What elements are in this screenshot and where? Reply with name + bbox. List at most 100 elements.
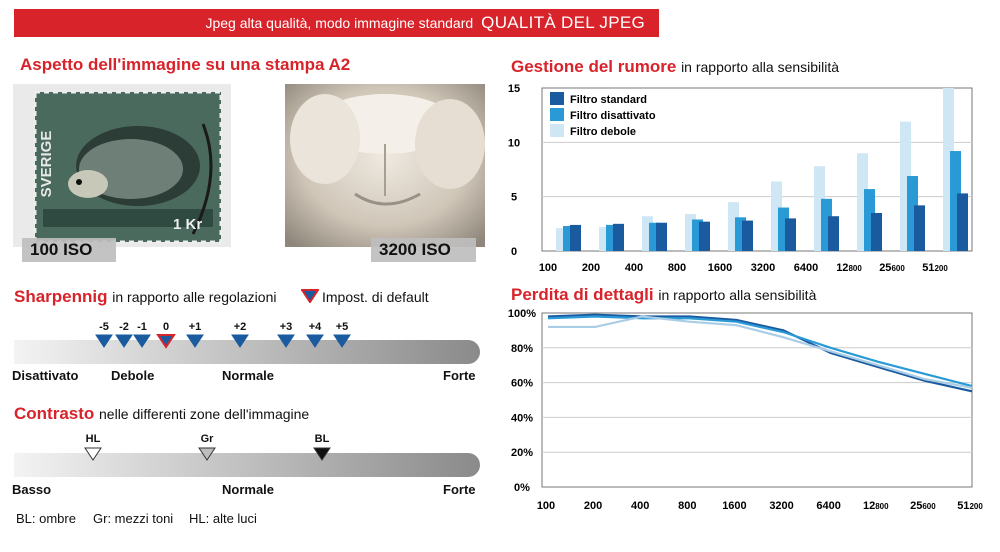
noise-legend-label: Filtro disattivato: [570, 110, 656, 122]
photo-3200-iso-label: 3200 ISO: [371, 238, 476, 262]
sharpening-title-main: Sharpennig: [14, 287, 108, 306]
contrast-title-main: Contrasto: [14, 404, 95, 423]
noise-bar: [814, 166, 825, 251]
noise-bar: [699, 221, 710, 251]
sharpening-title-rest: in rapporto alle regolazioni: [112, 289, 277, 305]
sharpening-marker-label: +4: [309, 321, 322, 333]
contrast-marker-label: HL: [86, 433, 101, 445]
sharpening-marker-triangle: [306, 334, 324, 348]
noise-bar: [785, 218, 796, 251]
stamp-country-text: SVERIGE: [38, 131, 55, 198]
detail-line-chart: 0% 20% 40% 60% 80% 100% 100 200 400 800 1600 3200 64…: [508, 308, 983, 512]
noise-bar: [957, 193, 968, 251]
detail-y-tick: 60%: [511, 378, 533, 390]
sharpening-marker-triangle: [186, 334, 204, 348]
noise-bar: [735, 217, 746, 251]
detail-series-line: [548, 315, 973, 389]
detail-series-line: [547, 313, 973, 393]
contrast-scale-right: Forte: [443, 482, 476, 497]
contrast-scale-mid: Normale: [222, 482, 275, 497]
noise-legend-label: Filtro standard: [570, 94, 647, 106]
sharpening-legend: Impost. di default: [322, 289, 429, 305]
contrast-legend-gr: Gr: mezzi toni: [93, 511, 174, 526]
sharpening-marker-label: -2: [119, 321, 129, 333]
banner-title: QUALITÀ DEL JPEG: [481, 13, 645, 32]
sharpening-marker-triangle: [156, 334, 176, 349]
sharpening-markers: -5 -2 -1 0 +1 +2 +3 +4 +5: [95, 321, 351, 349]
noise-bar: [914, 205, 925, 251]
detail-series-line: [547, 315, 973, 388]
noise-legend-swatch: [550, 124, 564, 137]
noise-bar: [950, 151, 961, 251]
noise-y-tick: 15: [508, 83, 520, 95]
detail-y-tick: 40%: [511, 412, 533, 424]
noise-y-tick: 0: [511, 246, 517, 258]
noise-x-tick: 3200: [751, 262, 775, 274]
detail-x-tick: 51200: [957, 500, 983, 512]
noise-legend-swatch: [550, 108, 564, 121]
aspect-title: Aspetto dell'immagine su una stampa A2: [20, 55, 351, 74]
noise-bar: [907, 176, 918, 251]
noise-bar: [613, 223, 624, 251]
contrast-scale-left: Basso: [12, 482, 52, 497]
detail-x-tick: 6400: [816, 500, 840, 512]
detail-y-tick: 20%: [511, 447, 533, 459]
noise-bar: [778, 207, 789, 251]
banner-subtitle: Jpeg alta qualità, modo immagine standar…: [205, 15, 474, 31]
noise-y-tick: 10: [508, 137, 520, 149]
detail-x-tick: 12800: [863, 500, 889, 512]
contrast-marker-label: Gr: [201, 433, 215, 445]
noise-bar: [649, 222, 660, 251]
sharpening-marker-label: 0: [163, 321, 169, 333]
noise-bar: [821, 198, 832, 251]
stamp-value-text: 1 Kr: [173, 216, 202, 233]
noise-bar: [771, 181, 782, 251]
sharpening-marker-triangle: [133, 334, 151, 348]
noise-bar-chart: 0 5 10 15 100 200 400 800 1600 3200 6400 12800 25600…: [508, 83, 973, 274]
sharpening-marker-triangle: [333, 334, 351, 348]
photo-3200-iso: [285, 84, 485, 247]
sharpening-marker-label: +1: [189, 321, 202, 333]
sharpening-scale-mid: Normale: [222, 368, 275, 383]
noise-x-tick: 12800: [836, 262, 862, 274]
header-banner: Jpeg alta qualità, modo immagine standar…: [14, 9, 659, 37]
contrast-marker-triangle: [84, 447, 102, 461]
contrast-title-rest: nelle differenti zone dell'immagine: [99, 406, 310, 422]
noise-legend-label: Filtro debole: [570, 126, 636, 138]
noise-chart-title: Gestione del rumore in rapporto alla sen…: [511, 57, 839, 77]
noise-bar: [828, 216, 839, 251]
detail-y-tick: 0%: [514, 482, 530, 494]
sharpening-marker-label: +2: [234, 321, 247, 333]
detail-x-tick: 25600: [910, 500, 936, 512]
noise-x-tick: 800: [668, 262, 686, 274]
contrast-legend-hl: HL: alte luci: [189, 511, 257, 526]
photo-100-iso-label: 100 ISO: [22, 238, 116, 262]
contrast-marker-triangle: [198, 447, 216, 461]
noise-bar: [599, 227, 610, 251]
noise-bar: [642, 216, 653, 251]
sharpening-marker-label: -5: [99, 321, 109, 333]
sharpening-scale-right: Forte: [443, 368, 476, 383]
noise-bar: [570, 224, 581, 251]
noise-bar: [871, 212, 882, 251]
noise-bar: [864, 189, 875, 251]
noise-chart-title-main: Gestione del rumore: [511, 57, 677, 76]
contrast-title: Contrasto nelle differenti zone dell'imm…: [14, 404, 309, 424]
sharpening-scale-left: Disattivato: [12, 368, 79, 383]
noise-y-tick: 5: [511, 192, 517, 204]
sharpening-marker-label: -1: [137, 321, 147, 333]
sharpening-marker-label: +3: [280, 321, 293, 333]
detail-y-tick: 80%: [511, 343, 533, 355]
detail-x-tick: 800: [678, 500, 696, 512]
detail-x-tick: 3200: [769, 500, 793, 512]
noise-x-tick: 100: [539, 262, 557, 274]
detail-x-tick: 100: [537, 500, 555, 512]
sharpening-title: Sharpennig in rapporto alle regolazioni: [14, 287, 276, 307]
default-marker-icon: [301, 289, 319, 303]
detail-y-tick: 100%: [508, 308, 536, 320]
detail-chart-title-main: Perdita di dettagli: [511, 285, 654, 304]
detail-x-tick: 1600: [722, 500, 746, 512]
contrast-marker-triangle: [313, 447, 331, 461]
contrast-markers: HL Gr BL: [84, 433, 331, 461]
noise-bar: [685, 214, 696, 251]
